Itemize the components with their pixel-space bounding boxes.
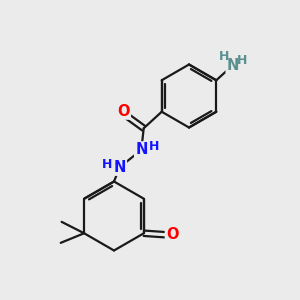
Text: N: N xyxy=(226,58,239,73)
Text: H: H xyxy=(219,50,230,63)
Text: H: H xyxy=(102,158,112,171)
Text: H: H xyxy=(149,140,159,153)
Text: H: H xyxy=(237,54,248,67)
Text: N: N xyxy=(135,142,148,157)
Text: N: N xyxy=(113,160,126,175)
Text: O: O xyxy=(117,103,130,118)
Text: O: O xyxy=(166,227,178,242)
